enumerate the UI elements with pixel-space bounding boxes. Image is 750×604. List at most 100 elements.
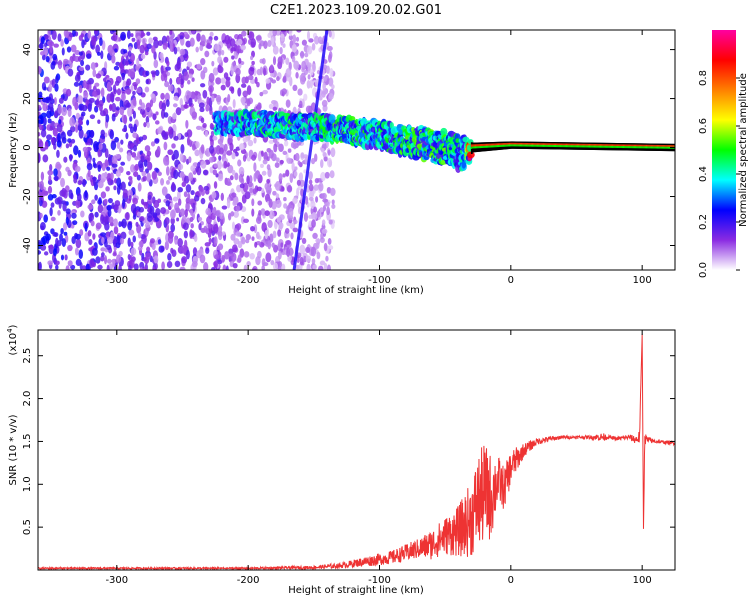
heatmap-cell [136,39,141,50]
heatmap-cell [604,144,607,148]
heatmap-cell [662,146,664,149]
heatmap-cell [560,145,563,148]
heatmap-cell [115,61,121,66]
heatmap-cell [585,145,588,148]
heatmap-cell [206,42,211,48]
heatmap-cell [122,198,126,209]
heatmap-cell [230,87,235,94]
heatmap-cell [223,160,228,169]
heatmap-cell [511,144,514,147]
heatmap-cell [213,236,218,246]
heatmap-cell [232,244,238,253]
heatmap-cell [518,142,521,146]
heatmap-cell [116,88,122,96]
heatmap-cell [583,143,585,147]
heatmap-cell [494,143,497,147]
heatmap-cell [617,144,619,148]
heatmap-cell [609,145,612,148]
heatmap-cell [68,189,73,199]
heatmap-cell [648,144,651,148]
heatmap-cell [634,146,637,149]
heatmap-cell [546,144,549,147]
heatmap-cell [613,144,616,148]
heatmap-cell [150,93,155,98]
heatmap-cell [97,148,101,158]
heatmap-cell [539,144,542,147]
heatmap-cell [330,147,336,158]
heatmap-cell [321,192,327,200]
heatmap-cell [79,229,84,237]
heatmap-cell [301,237,307,244]
heatmap-cell [98,142,103,151]
heatmap-cell [594,143,596,147]
heatmap-cell [189,37,195,47]
heatmap-cell [105,114,110,123]
heatmap-cell [209,110,214,116]
heatmap-cell [572,143,575,147]
heatmap-cell [164,81,170,88]
heatmap-cell [666,145,669,149]
heatmap-cell [560,143,562,147]
heatmap-cell [589,145,592,148]
heatmap-cell [659,146,662,149]
heatmap-cell [89,114,96,120]
heatmap-cell [95,73,102,79]
heatmap-cell [40,244,47,251]
heatmap-cell [100,129,105,137]
heatmap-cell [46,134,53,141]
heatmap-cell [259,91,264,97]
heatmap-cell [508,142,511,146]
heatmap-cell [158,245,165,253]
heatmap-cell [253,162,257,172]
heatmap-cell [128,229,135,236]
heatmap-cell [496,143,499,147]
heatmap-cell [177,163,184,171]
heatmap-cell [523,144,526,147]
heatmap-cell [524,144,527,147]
heatmap-cell [157,171,162,177]
heatmap-cell [209,145,215,154]
heatmap-cell [323,262,328,270]
heatmap-cell [599,144,602,148]
heatmap-cell [582,143,584,147]
heatmap-cell [619,145,622,148]
heatmap-cell [638,144,641,148]
heatmap-cell [606,145,608,148]
heatmap-cell [522,142,525,146]
heatmap-cell [497,143,500,147]
heatmap-cell [640,144,643,148]
heatmap-cell [98,197,102,205]
heatmap-cell [528,143,531,147]
heatmap-cell [261,170,267,176]
heatmap-cell [139,216,145,222]
heatmap-cell [217,173,224,182]
heatmap-cell [116,141,121,149]
heatmap-cell [555,145,558,148]
heatmap-cell [329,68,334,78]
heatmap-cell [640,146,642,149]
heatmap-cell [188,139,192,147]
heatmap-cell [561,145,564,148]
heatmap-cell [150,70,157,75]
heatmap-cell [628,146,630,149]
heatmap-cell [47,118,52,124]
heatmap-cell [45,96,52,101]
heatmap-cell [149,205,155,215]
heatmap-cell [108,216,114,224]
heatmap-cell [129,68,136,78]
heatmap-cell [38,249,42,255]
heatmap-cell [44,140,49,150]
heatmap-cell [121,73,125,81]
heatmap-cell [566,143,569,147]
heatmap-cell [296,179,301,186]
heatmap-cell [75,165,81,172]
heatmap-cell [114,80,120,86]
heatmap-cell [271,79,277,84]
heatmap-cell [268,149,274,159]
heatmap-cell [672,145,675,149]
heatmap-cell [470,146,473,149]
heatmap-cell [605,144,607,148]
heatmap-cell [94,82,100,87]
heatmap-cell [179,266,186,270]
